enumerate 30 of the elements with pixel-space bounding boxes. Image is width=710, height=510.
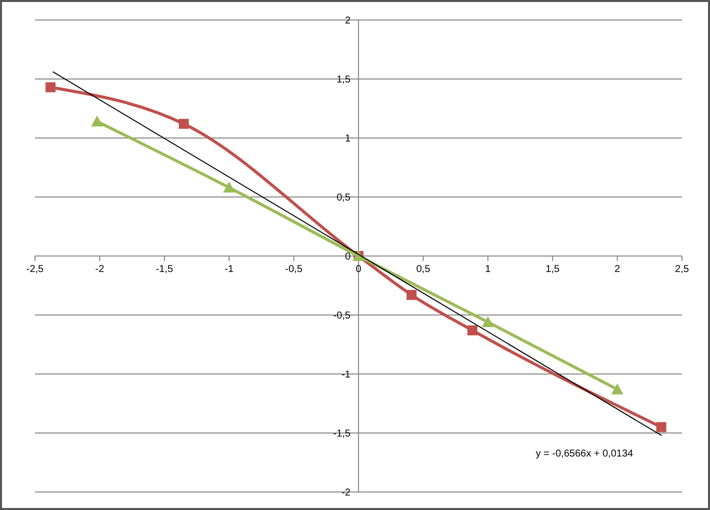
x-tick-label: -1,5 [156,264,174,275]
y-tick-label: -0,5 [333,310,351,322]
point [467,325,478,336]
x-tick-label: -2,5 [26,264,44,275]
point [406,290,417,300]
annotation: y = -0,6566x + 0,0134 [536,448,634,460]
x-tick-label: 1 [485,264,492,275]
point [482,316,494,328]
y-tick-label: 2 [344,16,351,26]
x-tick-label: 1,5 [546,264,560,275]
x-tick-label: -2 [95,264,105,275]
point [611,383,624,394]
y-tick-label: -2 [342,488,351,498]
x-tick-label: -0,5 [285,264,303,275]
x-tick-label: 2,5 [675,264,690,275]
y-tick-label: 1 [344,134,351,144]
point [91,115,104,126]
y-tick-label: 0,5 [336,192,351,204]
y-tick-label: 0 [344,252,351,262]
y-tick-label: -1,5 [333,428,351,440]
point [223,182,236,193]
point [178,118,189,129]
point [656,422,666,432]
x-tick-label: 0 [356,264,362,275]
point [46,82,56,92]
x-tick-label: 0,5 [416,264,431,275]
y-tick-label: -1 [342,370,351,380]
x-tick-label: -1 [224,264,234,275]
x-tick-label: 2 [614,264,621,275]
y-tick-label: 1,5 [336,74,351,86]
